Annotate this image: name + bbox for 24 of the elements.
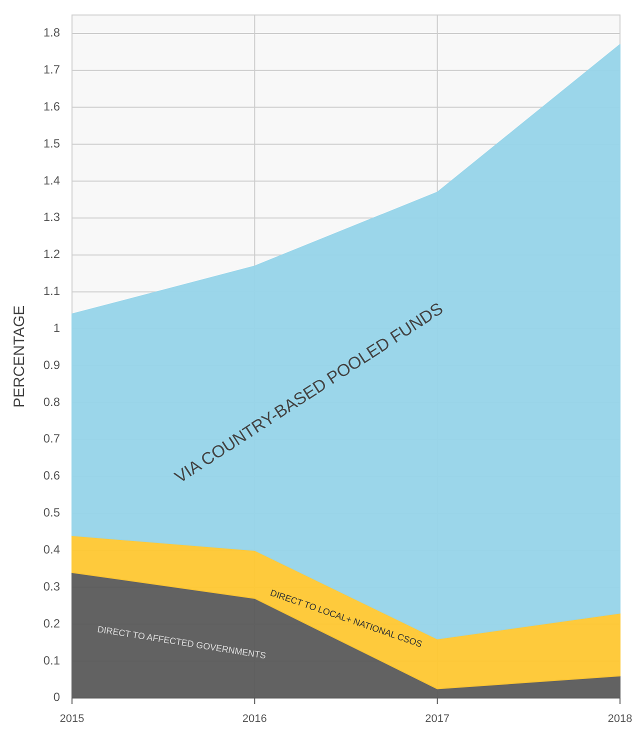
y-tick-label: 0.6 [43, 468, 60, 483]
y-tick-label: 0.5 [43, 506, 60, 520]
y-tick-label: 0.9 [43, 358, 60, 372]
y-tick-label: 1.7 [43, 62, 60, 77]
x-tick-label: 2015 [60, 713, 84, 725]
y-tick-label: 0.4 [43, 542, 60, 556]
y-tick-label: 1.5 [43, 136, 60, 150]
y-tick-label: 0.1 [43, 653, 60, 668]
y-tick-label: 1.8 [43, 26, 60, 40]
y-tick-label: 0.7 [43, 432, 60, 446]
x-tick-label: 2017 [425, 713, 450, 725]
y-tick-label: 1.4 [43, 173, 60, 188]
y-tick-label: 0.8 [43, 394, 60, 409]
y-tick-label: 0.3 [43, 579, 60, 594]
y-tick-label: 1.2 [43, 247, 60, 262]
x-tick-label: 2018 [608, 713, 632, 725]
y-axis-title: PERCENTAGE [11, 305, 28, 408]
y-tick-label: 1 [53, 320, 60, 335]
y-tick-label: 0 [53, 690, 60, 704]
y-tick-label: 1.3 [43, 210, 60, 224]
y-tick-label: 1.1 [43, 284, 60, 298]
y-tick-label: 0.2 [43, 616, 60, 630]
x-tick-label: 2016 [242, 713, 267, 725]
y-tick-label: 1.6 [43, 99, 60, 114]
